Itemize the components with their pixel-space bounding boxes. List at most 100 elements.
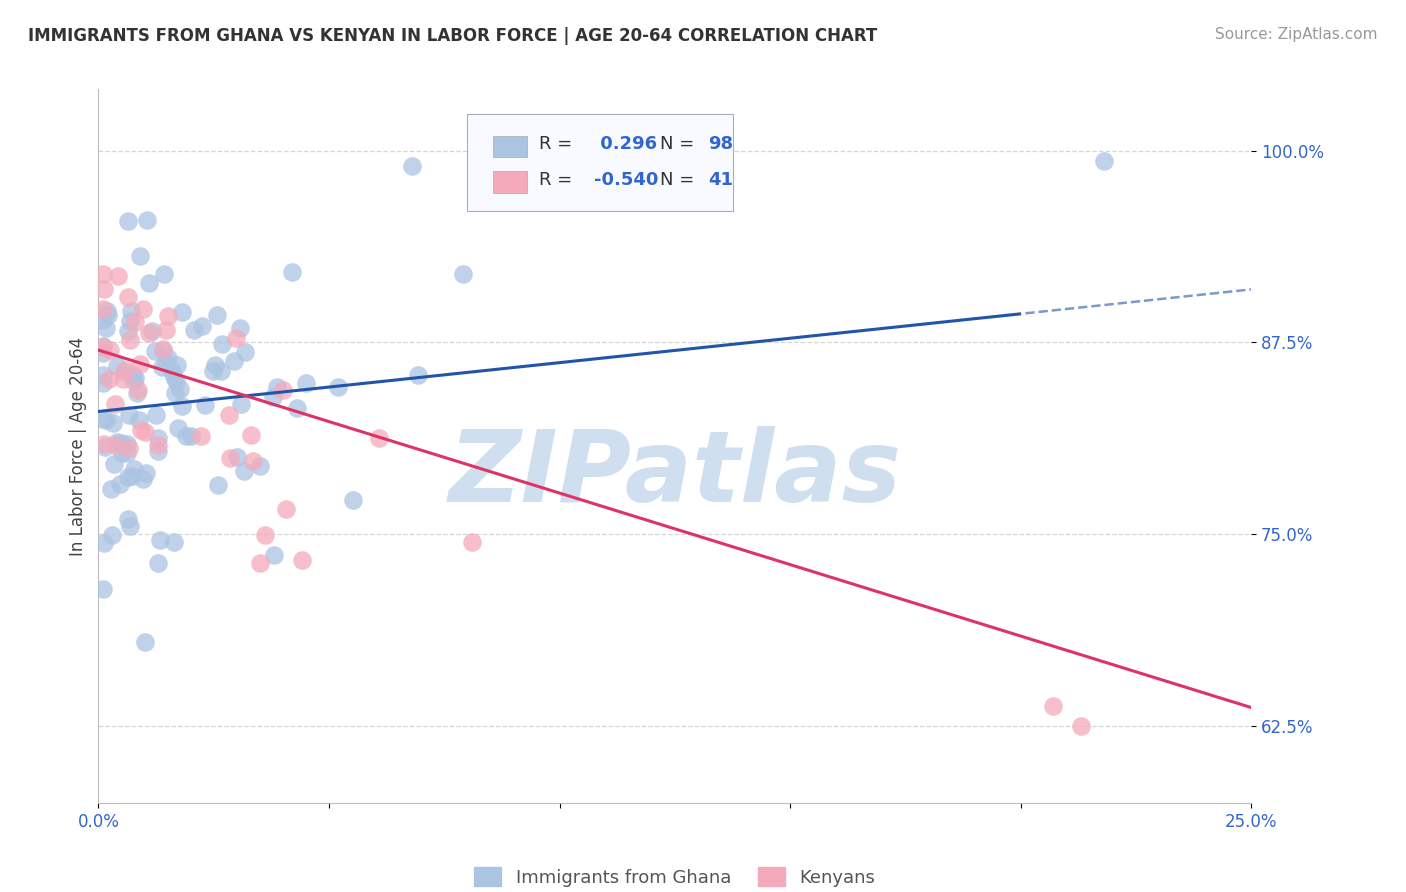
Point: [274, 502, 297, 516]
Point: [152, 342, 174, 356]
Point: [128, 413, 150, 427]
Point: [224, 354, 246, 368]
Point: [131, 423, 153, 437]
Point: [281, 265, 304, 279]
Point: [233, 345, 256, 359]
Y-axis label: In Labor Force | Age 20-64: In Labor Force | Age 20-64: [69, 336, 87, 556]
Point: [150, 360, 173, 375]
Point: [145, 409, 167, 423]
Point: [91, 412, 114, 426]
Point: [172, 399, 194, 413]
Text: R =: R =: [538, 136, 572, 153]
Point: [105, 359, 128, 374]
Point: [190, 429, 212, 443]
Point: [117, 470, 139, 484]
Text: 41: 41: [709, 171, 734, 189]
Point: [103, 457, 125, 471]
Text: IMMIGRANTS FROM GHANA VS KENYAN IN LABOR FORCE | AGE 20-64 CORRELATION CHART: IMMIGRANTS FROM GHANA VS KENYAN IN LABOR…: [28, 27, 877, 45]
Point: [96, 320, 118, 334]
Point: [1092, 154, 1115, 169]
FancyBboxPatch shape: [467, 114, 733, 211]
Point: [263, 548, 285, 562]
Point: [156, 351, 179, 365]
Point: [120, 303, 142, 318]
Point: [120, 518, 142, 533]
Point: [141, 324, 163, 338]
FancyBboxPatch shape: [492, 136, 527, 157]
Point: [209, 363, 232, 377]
Point: [218, 409, 240, 423]
Legend: Immigrants from Ghana, Kenyans: Immigrants from Ghana, Kenyans: [474, 867, 876, 887]
Point: [104, 438, 127, 452]
Text: R =: R =: [538, 171, 572, 189]
Point: [163, 370, 186, 384]
Point: [91, 368, 114, 383]
Point: [229, 320, 252, 334]
Point: [368, 431, 391, 445]
Point: [138, 326, 160, 340]
Point: [111, 446, 134, 460]
Point: [91, 340, 114, 354]
Point: [114, 363, 136, 377]
Point: [146, 557, 169, 571]
Point: [103, 416, 125, 430]
Point: [163, 385, 186, 400]
Point: [285, 401, 308, 416]
Point: [118, 314, 141, 328]
Point: [91, 345, 114, 359]
Point: [401, 159, 423, 173]
Point: [166, 358, 188, 372]
Point: [101, 528, 124, 542]
Point: [152, 343, 174, 358]
Point: [94, 413, 117, 427]
Point: [117, 290, 139, 304]
Point: [108, 476, 131, 491]
Point: [155, 356, 177, 370]
Point: [124, 315, 146, 329]
Point: [112, 372, 135, 386]
Point: [194, 398, 217, 412]
Point: [131, 301, 153, 316]
Point: [408, 368, 430, 382]
Point: [155, 323, 177, 337]
Point: [122, 374, 145, 388]
Point: [120, 333, 142, 347]
Text: -0.540: -0.540: [595, 171, 658, 189]
Point: [1070, 719, 1092, 733]
Point: [91, 267, 114, 281]
Point: [135, 212, 157, 227]
Point: [249, 556, 271, 570]
Point: [93, 437, 115, 451]
Point: [94, 440, 117, 454]
Point: [291, 552, 314, 566]
Point: [153, 267, 176, 281]
Text: N =: N =: [659, 171, 695, 189]
Point: [167, 421, 190, 435]
Point: [100, 482, 122, 496]
Point: [262, 390, 284, 404]
Point: [239, 428, 262, 442]
Point: [118, 441, 141, 455]
Point: [121, 468, 143, 483]
Point: [118, 408, 141, 422]
Point: [128, 249, 150, 263]
Point: [170, 305, 193, 319]
Point: [231, 397, 253, 411]
Point: [98, 343, 121, 358]
Point: [91, 301, 114, 316]
Point: [124, 370, 146, 384]
Point: [93, 535, 115, 549]
Point: [104, 397, 127, 411]
Text: 0.296: 0.296: [595, 136, 657, 153]
FancyBboxPatch shape: [492, 171, 527, 193]
Point: [124, 462, 146, 476]
Point: [117, 512, 139, 526]
Point: [326, 379, 349, 393]
Point: [122, 368, 145, 383]
Point: [112, 365, 135, 379]
Point: [174, 428, 197, 442]
Point: [132, 471, 155, 485]
Point: [96, 303, 118, 318]
Point: [110, 436, 132, 450]
Point: [105, 435, 128, 450]
